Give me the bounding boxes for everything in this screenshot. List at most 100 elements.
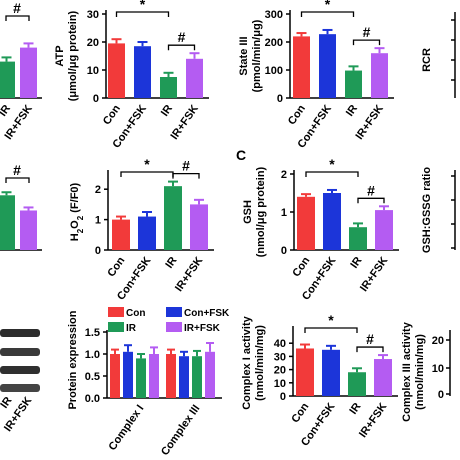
y-axis-label: Protein expression (67, 310, 79, 409)
bar-con-fsk (319, 34, 336, 98)
blot-band (0, 366, 40, 374)
significance-bracket (300, 11, 355, 17)
y-axis-label: H2O2 (F/F0) (69, 182, 85, 241)
significance-bracket (172, 172, 200, 179)
y-axis-label: GSH:GSSG ratio (421, 167, 433, 253)
y-axis-label: (nmol/min/mg) (414, 334, 426, 410)
bar-ir (136, 358, 146, 398)
x-tick-label: Con (289, 401, 311, 426)
bar-ir-fsk (205, 351, 215, 398)
significance-mark: * (325, 0, 331, 12)
partial-panel-gssg: GSH:GSSG ratio (421, 167, 456, 253)
x-tick-label: IR (348, 255, 364, 271)
significance-bracket (120, 171, 174, 177)
x-tick-label: Con (290, 255, 312, 280)
x-tick-label: IR (159, 103, 175, 119)
bar-con (108, 43, 125, 98)
y-axis-label-part: 2 (76, 215, 85, 220)
y-axis-label-part: H (69, 233, 81, 241)
y-tick-label: 300 (265, 9, 283, 21)
y-tick-label: 200 (265, 37, 283, 49)
significance-mark: * (329, 156, 335, 172)
bar-ir-fsk (186, 58, 203, 98)
partial-panel-mid-left: # (0, 162, 42, 251)
bar (20, 47, 37, 98)
significance-mark: # (13, 0, 21, 16)
x-tick-label: IR (347, 401, 363, 417)
bar (0, 61, 15, 98)
y-axis-label: RCR (421, 48, 433, 72)
legend-label: Con+FSK (184, 308, 230, 319)
legend-label: Con (126, 308, 145, 319)
bar-con-fsk (322, 349, 340, 396)
significance-mark: * (140, 0, 146, 12)
bar-ir-fsk (375, 210, 393, 250)
y-tick-label: 0 (281, 245, 287, 257)
bar-con (297, 196, 315, 250)
significance-mark: # (367, 182, 375, 198)
bar-con-fsk (123, 351, 133, 398)
significance-mark: # (178, 29, 186, 45)
legend-label: IR+FSK (184, 323, 221, 334)
y-tick-label: 20 (274, 365, 286, 377)
bar-ir (348, 372, 366, 396)
x-tick-label: IR (0, 395, 14, 411)
y-tick-label: 1 (281, 207, 287, 219)
y-tick-label: 0 (280, 391, 286, 403)
significance-bracket (5, 177, 30, 183)
y-axis-label: Complex III activity (401, 321, 413, 422)
significance-mark: # (182, 158, 190, 174)
significance-bracket (167, 44, 196, 51)
bar-ir-fsk (190, 204, 208, 250)
x-tick-label: IR (163, 255, 179, 271)
y-tick-label: 30 (274, 351, 286, 363)
x-tick-label: Con (286, 103, 308, 128)
y-tick-label: 10 (274, 378, 286, 390)
legend-swatch (166, 322, 182, 332)
significance-bracket (352, 39, 381, 46)
y-axis-label: (μmol/μg protein) (67, 10, 79, 101)
bar-con-fsk (323, 193, 341, 250)
bar-ir-fsk (149, 354, 159, 398)
y-tick-label: 20 (87, 37, 99, 49)
legend-swatch (108, 307, 124, 317)
bar-ir (192, 356, 202, 398)
y-axis-label-part: 2 (76, 228, 85, 233)
bar-ir-fsk (371, 53, 388, 98)
y-tick-label: 2 (281, 169, 287, 181)
panel-letter-c: C (236, 147, 246, 163)
bar (20, 210, 37, 250)
x-tick-label: Complex I (106, 403, 146, 453)
chart-protein: 0.0 0.5 1.0 1.5 Complex I Complex III Protein … (67, 307, 230, 458)
partial-panel-rcr: RCR (421, 12, 456, 98)
y-axis-label: Complex I activity (241, 315, 253, 409)
bar-ir (160, 77, 177, 98)
partial-panel-complex3: Complex III activity (nmol/min/mg) 20 10 0 (401, 321, 451, 422)
y-tick-label: 100 (265, 65, 283, 77)
y-tick-label: 0 (277, 93, 283, 105)
significance-bracket (115, 11, 170, 17)
y-tick-label: 0.0 (85, 393, 100, 405)
x-tick-label: IR (344, 103, 360, 119)
y-tick-label: 0 (95, 245, 101, 257)
x-tick-label: Complex III (159, 403, 202, 458)
y-tick-label: 40 (274, 338, 286, 350)
significance-bracket (5, 15, 30, 21)
y-axis-label: (nmol/min/mg) (254, 325, 266, 401)
significance-mark: # (366, 331, 374, 347)
y-axis-label-part: (F/F0) (69, 182, 81, 215)
bar-con (296, 348, 314, 396)
bar-con-fsk (134, 46, 151, 98)
legend-label: IR (126, 323, 137, 334)
bar (0, 195, 15, 250)
legend-swatch (108, 322, 124, 332)
y-axis-label: ATP (54, 45, 66, 66)
bar-con (166, 354, 176, 398)
